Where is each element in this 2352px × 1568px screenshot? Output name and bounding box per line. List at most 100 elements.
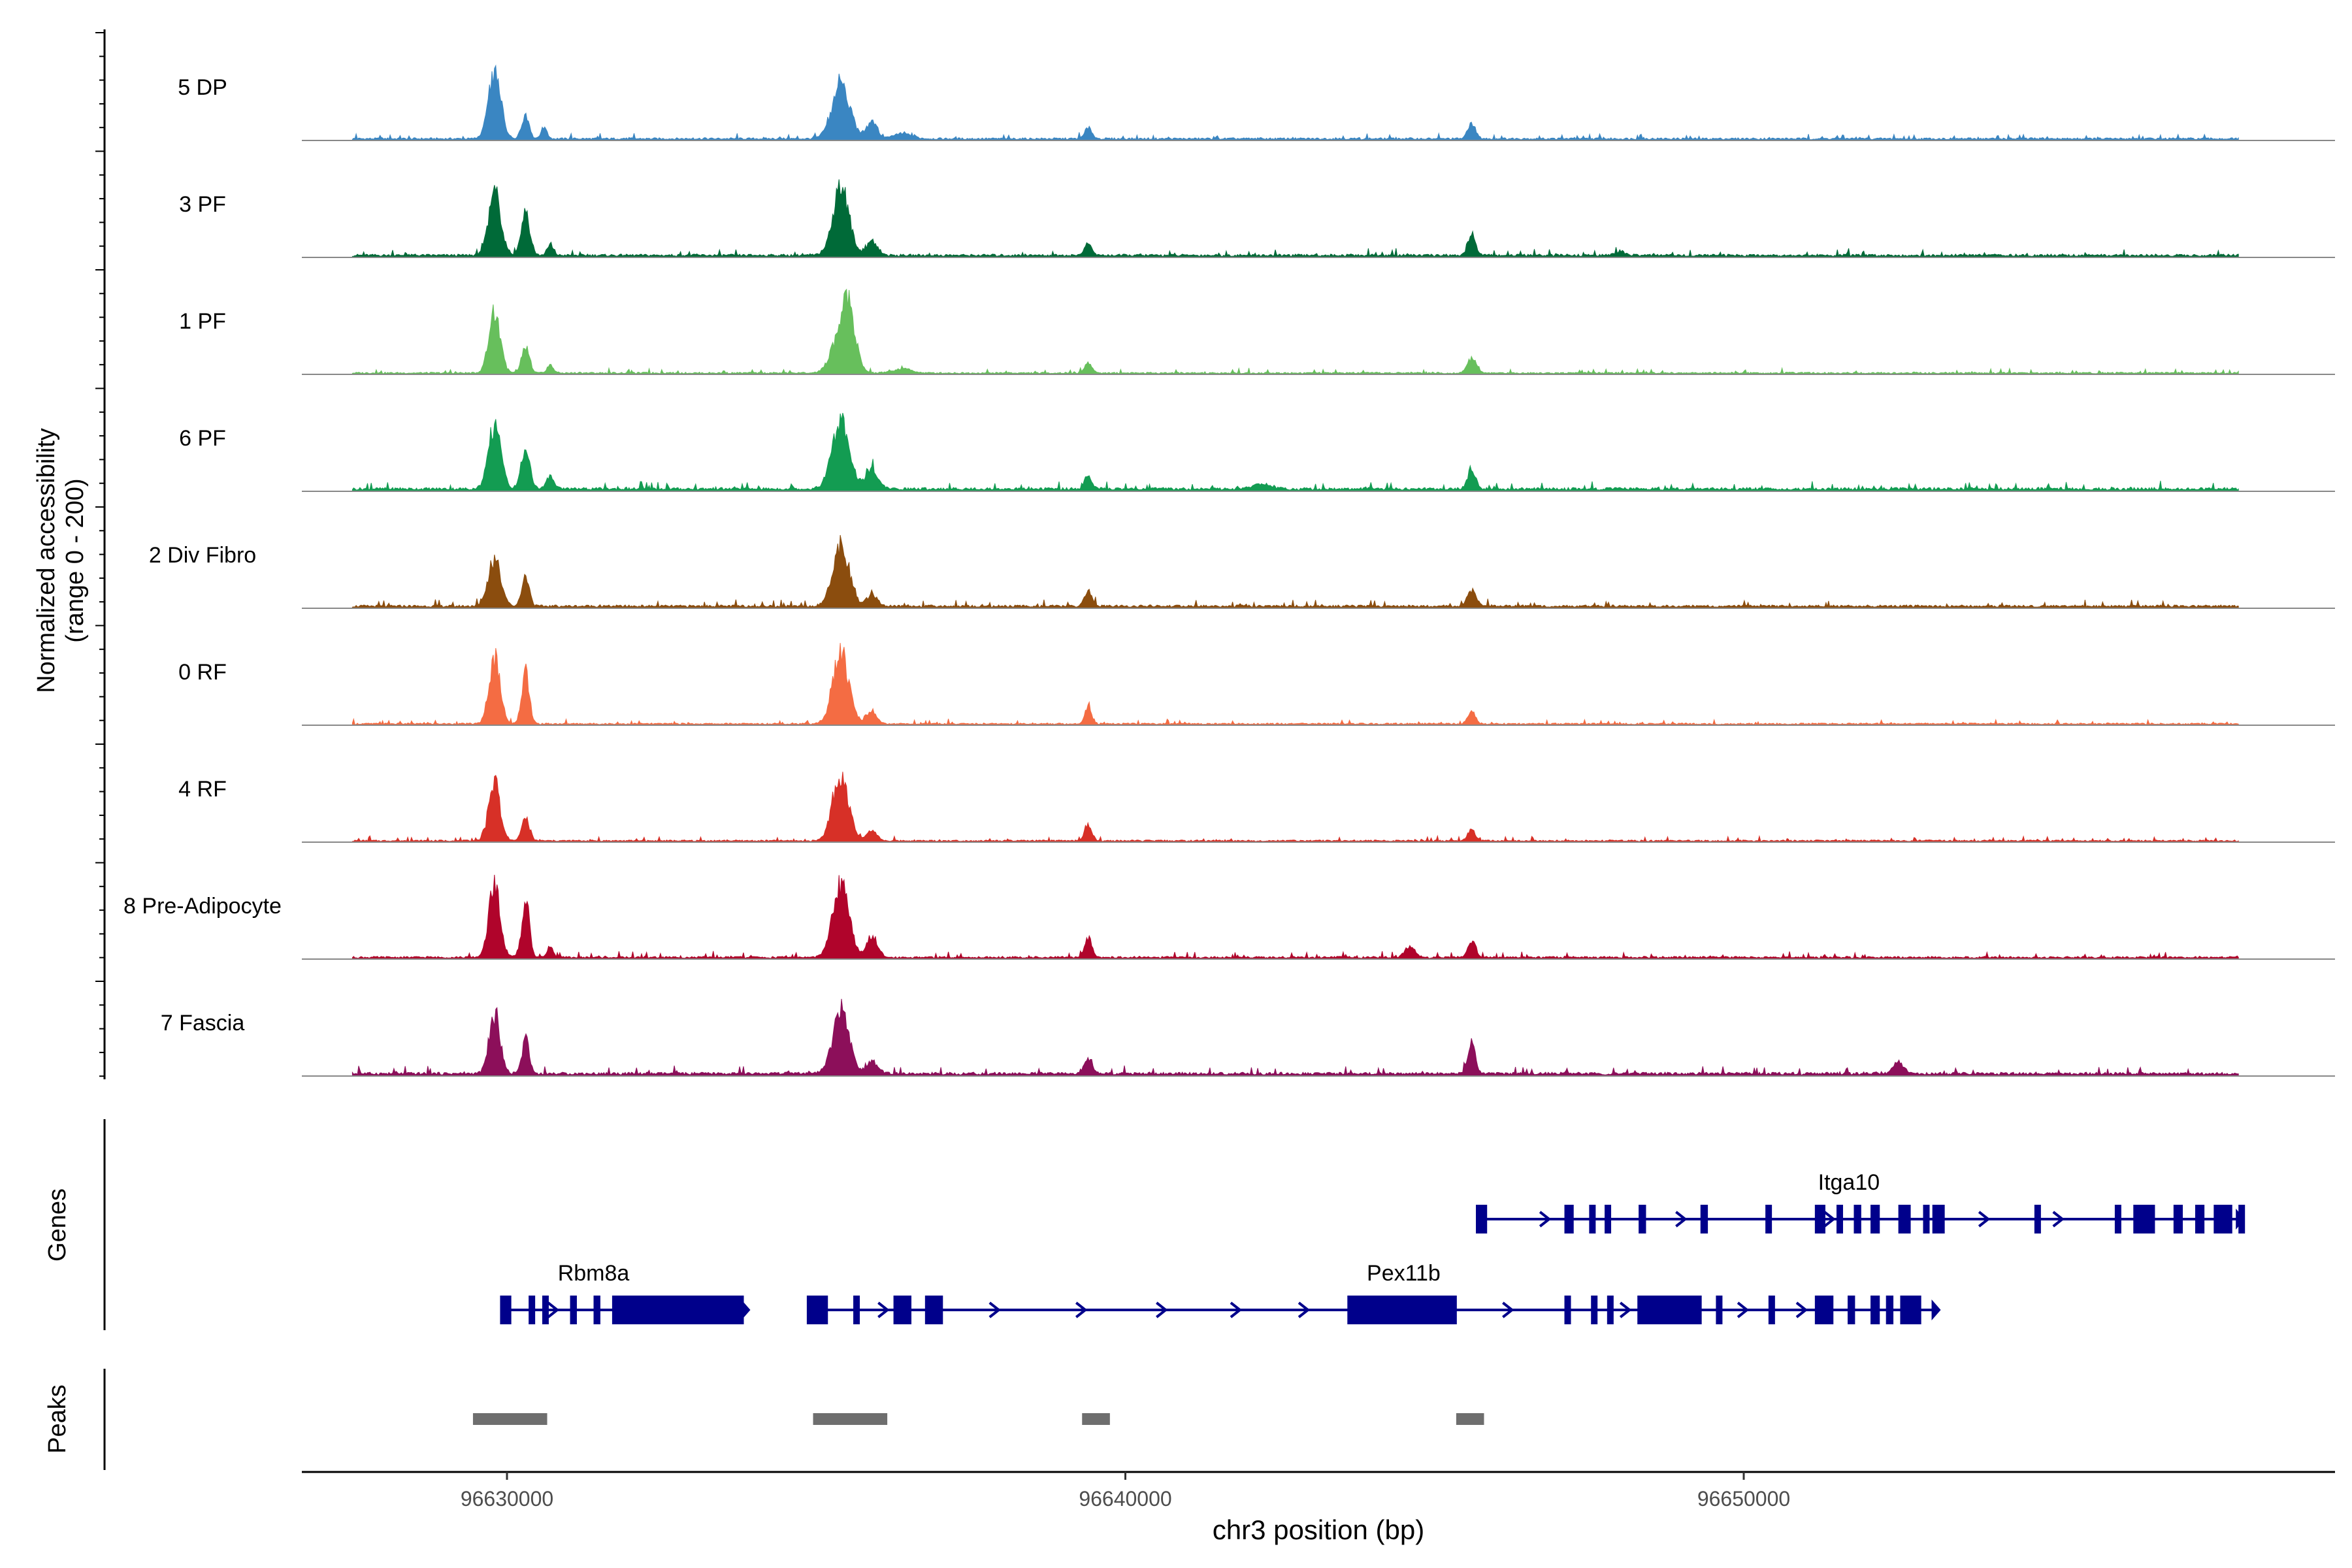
x-tick-label: 96650000 [1697,1487,1790,1511]
track-4-rf: 4 RF [178,772,2335,843]
coverage-area [351,643,2239,726]
gene-exon [1639,1205,1646,1233]
peak-region [472,1413,547,1425]
strand-arrow [1539,1211,1552,1228]
track-5-dp: 5 DP [178,64,2335,141]
gene-exon [2213,1205,2232,1233]
strand-arrow [877,1301,890,1318]
gene-label: Pex11b [1367,1261,1441,1286]
track-1-pf: 1 PF [179,288,2335,375]
gene-exon [542,1296,549,1324]
gene-exon [2034,1205,2041,1233]
gene-exon [2114,1205,2121,1233]
peak-region [1456,1413,1484,1425]
gene-exon [1347,1296,1457,1324]
gene-exon [1886,1296,1894,1324]
strand-arrow [2052,1211,2065,1228]
track-label: 8 Pre-Adipocyte [123,894,282,919]
track-0-rf: 0 RF [178,643,2335,726]
gene-itga10: Itga10 [1476,1170,2246,1233]
strand-arrow [1675,1211,1688,1228]
gene-exon [2133,1205,2155,1233]
gene-exon [1478,1205,1488,1233]
gene-exon [1564,1205,1574,1233]
gene-label: Rbm8a [558,1261,630,1286]
strand-arrow [547,1301,560,1318]
strand-arrow [1737,1301,1750,1318]
track-2-div-fibro: 2 Div Fibro [149,534,2335,609]
coverage-area [351,874,2239,960]
gene-exon [612,1296,744,1324]
track-label: 3 PF [179,192,226,217]
track-label: 4 RF [178,777,227,802]
track-label: 1 PF [179,309,226,334]
gene-exon [1898,1205,1911,1233]
track-label: 0 RF [178,660,227,685]
gene-exon [1814,1205,1825,1233]
gene-exon [2195,1205,2205,1233]
y-axis-title-range: (range 0 - 200) [61,478,89,642]
gene-label: Itga10 [1818,1170,1880,1195]
gene-end-arrow [1931,1299,1941,1320]
coverage-area [351,64,2239,141]
genes-track: Itga10 Rbm8a Pex11b [500,1170,2246,1324]
gene-exon [893,1296,912,1324]
strand-arrow [1075,1301,1088,1318]
gene-exon [1848,1296,1855,1324]
strand-arrow [1978,1211,1991,1228]
peak-region [1082,1413,1110,1425]
gene-exon [924,1296,943,1324]
strand-arrow [1156,1301,1168,1318]
x-tick-label: 96640000 [1079,1487,1171,1511]
gene-exon [2173,1205,2183,1233]
strand-arrow [1230,1301,1243,1318]
gene-exon [1814,1296,1834,1324]
gene-exon [1900,1296,1921,1324]
track-label: 7 Fascia [161,1011,245,1036]
strand-arrow [1298,1301,1311,1318]
gene-exon [1932,1205,1945,1233]
gene-exon [1637,1296,1702,1324]
strand-arrow [1823,1211,1836,1228]
gene-exon [502,1296,512,1324]
coverage-area [351,998,2239,1077]
gene-exon [1870,1296,1880,1324]
gene-exon [593,1296,600,1324]
peak-region [813,1413,888,1425]
peaks-track [472,1413,1484,1425]
gene-exon [570,1296,577,1324]
x-axis-title: chr3 position (bp) [1213,1514,1425,1545]
strand-arrow [1619,1301,1632,1318]
y-axis-ticks [95,32,105,1077]
gene-pex11b: Pex11b [806,1261,1941,1324]
gene-exon [1716,1296,1723,1324]
coverage-area [351,179,2239,258]
gene-end-arrow [2236,1209,2246,1230]
coverage-area [351,534,2239,609]
coverage-tracks: 5 DP 3 PF 1 PF 6 PF 2 Div Fibro 0 RF 4 RF 8 Pre… [123,64,2335,1077]
track-label: 6 PF [179,426,226,451]
track-label: 5 DP [178,75,227,100]
track-8-pre-adipocyte: 8 Pre-Adipocyte [123,874,2335,960]
strand-arrow [988,1301,1001,1318]
gene-exon [1854,1205,1861,1233]
gene-exon [1836,1205,1843,1233]
gene-exon [1923,1205,1930,1233]
strand-arrow [1795,1301,1808,1318]
gene-exon [808,1296,828,1324]
x-tick-label: 96630000 [461,1487,553,1511]
x-axis-ticks: 96630000 96640000 96650000 [461,1472,1790,1511]
gene-exon [1564,1296,1571,1324]
genes-track-label: Genes [44,1188,71,1262]
gene-exon [1768,1296,1775,1324]
gene-exon [1870,1205,1880,1233]
track-3-pf: 3 PF [179,179,2335,258]
coverage-area [351,772,2239,843]
gene-exon [853,1296,860,1324]
gene-exon [1591,1296,1598,1324]
track-label: 2 Div Fibro [149,543,256,568]
gene-exon [1605,1205,1612,1233]
track-6-pf: 6 PF [179,412,2335,492]
gene-end-arrow [741,1299,751,1320]
